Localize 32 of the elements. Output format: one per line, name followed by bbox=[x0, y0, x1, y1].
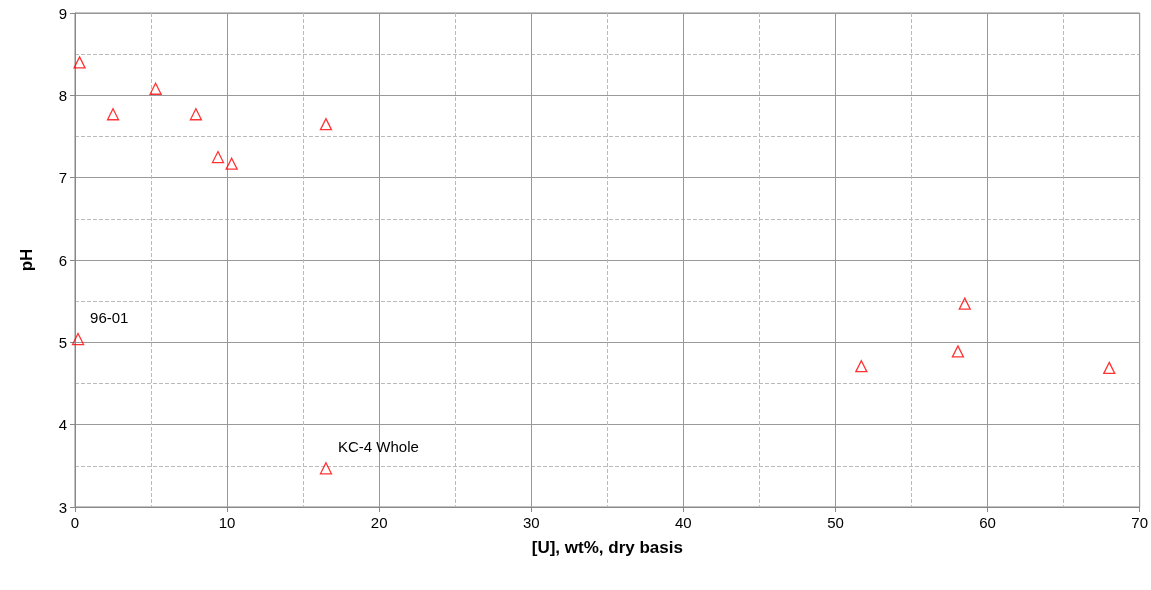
annotation: KC-4 Whole bbox=[337, 438, 419, 456]
point bbox=[225, 157, 238, 170]
point bbox=[319, 118, 333, 131]
point bbox=[149, 82, 162, 95]
y-tick-label: 8 bbox=[58, 86, 67, 104]
x-tick-label: 20 bbox=[370, 514, 388, 531]
y-axis-title: pH bbox=[17, 248, 36, 272]
point bbox=[951, 345, 965, 358]
y-tick-label: 3 bbox=[58, 498, 67, 516]
x-tick-label: 10 bbox=[218, 514, 236, 531]
point bbox=[211, 150, 225, 164]
point bbox=[958, 297, 971, 310]
x-tick-label: 60 bbox=[979, 514, 996, 531]
annotation: 96-01 bbox=[90, 309, 129, 327]
x-tick-label: 50 bbox=[827, 514, 844, 531]
point bbox=[189, 108, 203, 121]
y-tick-label: 9 bbox=[58, 4, 67, 22]
x-axis-title: [U], wt%, dry basis bbox=[531, 538, 683, 557]
x-tick-label: 70 bbox=[1131, 514, 1148, 531]
point bbox=[71, 332, 85, 346]
y-tick-label: 7 bbox=[58, 169, 67, 187]
point bbox=[106, 108, 120, 121]
x-tick-label: 30 bbox=[522, 514, 540, 531]
y-tick-label: 5 bbox=[58, 333, 67, 351]
y-tick-label: 6 bbox=[58, 251, 67, 269]
point bbox=[319, 462, 333, 475]
point bbox=[1103, 361, 1116, 375]
x-tick-label: 40 bbox=[675, 514, 692, 531]
y-tick-label: 4 bbox=[58, 416, 67, 434]
point bbox=[855, 360, 868, 373]
x-tick-label: 0 bbox=[70, 514, 80, 531]
point bbox=[73, 56, 86, 69]
